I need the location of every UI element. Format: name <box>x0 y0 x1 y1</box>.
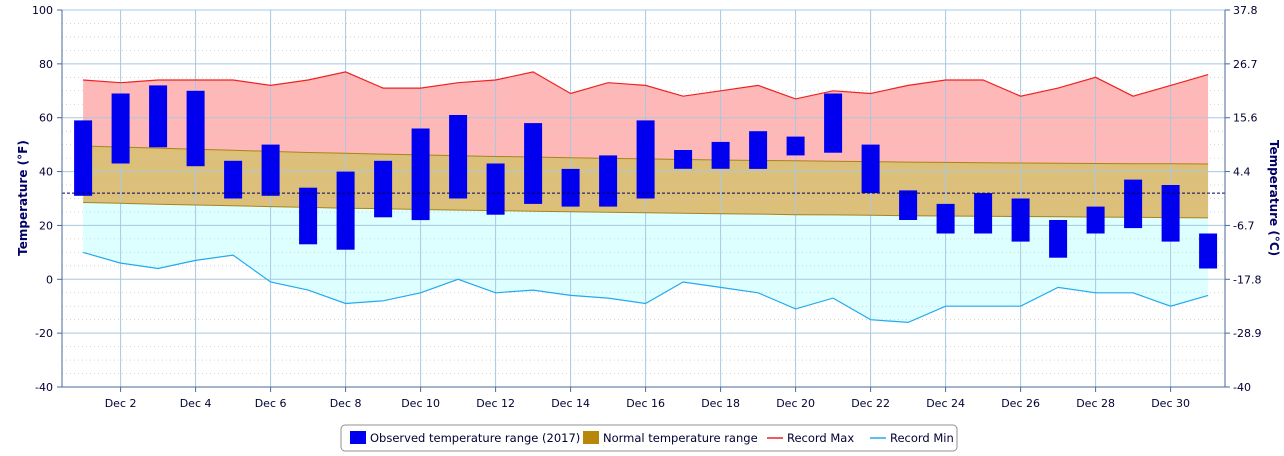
observed-range-bar <box>899 190 918 220</box>
observed-range-bar <box>824 93 843 153</box>
observed-range-bar <box>749 131 768 169</box>
observed-range-bar <box>936 203 955 234</box>
right-tick-label: -17.8 <box>1233 273 1261 286</box>
record-min-line <box>82 251 1209 324</box>
right-tick-label: -28.9 <box>1233 327 1261 340</box>
axes-layer: 100 80 60 40 20 0 -20 -40 37.8 26.7 15.6 4.4 -6.7 -17… <box>32 4 1261 410</box>
legend: Observed temperature range (2017) Normal … <box>340 424 958 452</box>
observed-range-bar <box>1161 185 1180 242</box>
legend-normal-label: Normal temperature range <box>603 431 758 445</box>
left-axis-title: Temperature (°F) <box>16 140 30 256</box>
x-tick-label: Dec 22 <box>851 397 890 410</box>
observed-range-bar <box>111 93 130 164</box>
left-tick-label: 80 <box>39 58 53 71</box>
observed-range-bar <box>974 193 993 234</box>
right-axis-title: Temperature (°C) <box>1267 140 1281 256</box>
legend-box <box>340 424 958 452</box>
observed-range-bar <box>1049 220 1068 258</box>
observed-range-bar <box>599 155 618 207</box>
observed-range-bar <box>561 168 580 207</box>
observed-range-bar <box>74 120 93 196</box>
observed-range-bar <box>299 187 318 245</box>
x-tick-label: Dec 24 <box>926 397 965 410</box>
x-tick-label: Dec 26 <box>1001 397 1040 410</box>
x-tick-label: Dec 6 <box>255 397 287 410</box>
observed-range-bar <box>449 115 468 199</box>
left-tick-label: -20 <box>35 327 53 340</box>
x-tick-label: Dec 18 <box>701 397 740 410</box>
x-tick-label: Dec 8 <box>330 397 362 410</box>
bar-layer <box>62 85 1225 269</box>
grid-layer <box>62 9 1225 388</box>
observed-range-bar <box>711 141 730 169</box>
x-tick-label: Dec 4 <box>180 397 212 410</box>
legend-normal-swatch <box>583 431 599 444</box>
observed-range-bar <box>786 136 805 156</box>
observed-range-bar <box>486 163 505 215</box>
legend-record-max-label: Record Max <box>787 431 854 445</box>
left-tick-label: 20 <box>39 219 53 232</box>
right-tick-label: 15.6 <box>1233 112 1258 125</box>
right-tick-label: 4.4 <box>1233 166 1251 179</box>
observed-range-bar <box>411 128 430 221</box>
left-tick-label: 40 <box>39 166 53 179</box>
right-tick-label: -6.7 <box>1233 219 1254 232</box>
x-tick-label: Dec 14 <box>551 397 590 410</box>
legend-observed-label: Observed temperature range (2017) <box>370 431 580 445</box>
right-tick-label: 37.8 <box>1233 4 1258 17</box>
legend-record-min-label: Record Min <box>890 431 954 445</box>
left-tick-label: 100 <box>32 4 53 17</box>
observed-range-bar <box>524 123 543 204</box>
left-tick-label: 60 <box>39 112 53 125</box>
observed-range-bar <box>224 160 243 199</box>
observed-range-bar <box>861 144 880 194</box>
observed-range-bar <box>1124 179 1143 229</box>
right-tick-label: -40 <box>1233 381 1251 394</box>
record-max-line <box>83 71 1209 100</box>
observed-range-bar <box>636 120 655 199</box>
left-tick-label: -40 <box>35 381 53 394</box>
right-tick-label: 26.7 <box>1233 58 1258 71</box>
observed-range-bar <box>186 90 205 167</box>
x-tick-label: Dec 12 <box>476 397 515 410</box>
observed-range-bar <box>261 144 280 196</box>
x-tick-label: Dec 30 <box>1151 397 1190 410</box>
observed-range-bar <box>1086 206 1105 234</box>
observed-range-bar <box>1199 233 1218 269</box>
legend-observed-swatch <box>350 431 366 444</box>
observed-range-bar <box>1011 198 1030 242</box>
left-tick-label: 0 <box>46 273 53 286</box>
observed-range-bar <box>374 160 393 218</box>
observed-range-bar <box>674 150 693 169</box>
observed-range-bar <box>149 85 168 148</box>
x-tick-label: Dec 16 <box>626 397 665 410</box>
x-tick-label: Dec 10 <box>401 397 440 410</box>
x-tick-label: Dec 20 <box>776 397 815 410</box>
x-tick-label: Dec 28 <box>1076 397 1115 410</box>
x-tick-label: Dec 2 <box>105 397 137 410</box>
observed-range-bar <box>336 171 355 250</box>
